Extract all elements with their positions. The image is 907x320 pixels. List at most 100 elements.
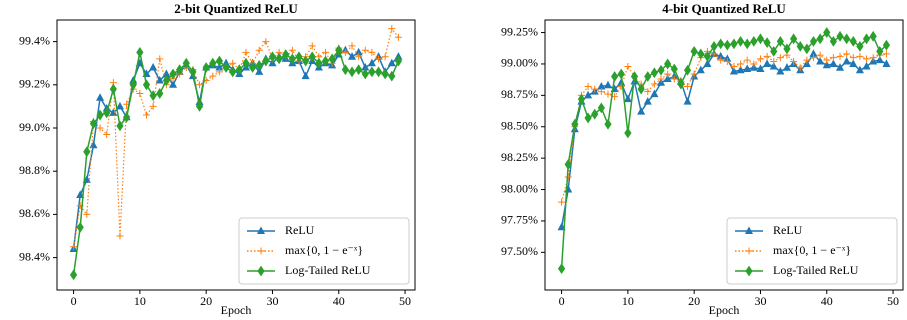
legend-marker <box>745 265 753 277</box>
marker <box>677 78 685 90</box>
x-tick-label: 30 <box>266 294 278 308</box>
marker <box>710 40 718 52</box>
marker <box>116 120 124 132</box>
marker <box>388 70 396 82</box>
marker <box>882 50 890 58</box>
legend-marker <box>745 247 753 255</box>
marker <box>736 35 745 47</box>
marker <box>750 35 758 47</box>
marker <box>849 35 857 47</box>
marker <box>723 39 731 51</box>
marker <box>116 232 124 240</box>
marker <box>347 52 357 60</box>
legend-marker <box>257 265 265 277</box>
marker <box>670 63 678 75</box>
marker <box>803 43 811 55</box>
marker <box>876 45 884 57</box>
marker <box>696 65 705 74</box>
marker <box>196 81 204 89</box>
y-tick-label: 97.50% <box>501 244 538 258</box>
x-axis-label: Epoch <box>709 303 740 317</box>
marker <box>836 52 844 60</box>
marker <box>862 33 871 45</box>
marker <box>394 55 403 67</box>
marker <box>843 50 851 58</box>
marker <box>750 60 758 68</box>
y-tick-label: 99.2% <box>19 77 50 91</box>
marker <box>591 108 599 120</box>
marker <box>262 55 270 67</box>
marker <box>664 70 672 78</box>
marker <box>209 72 217 80</box>
marker <box>268 51 277 63</box>
marker <box>302 55 310 67</box>
marker <box>255 59 263 71</box>
marker <box>295 51 303 63</box>
marker <box>368 48 376 56</box>
marker <box>76 221 84 233</box>
marker <box>229 66 237 78</box>
marker <box>136 89 144 97</box>
marker <box>275 53 283 65</box>
marker <box>388 25 396 33</box>
legend-label: max{0, 1 − e⁻ˣ} <box>773 243 851 257</box>
marker <box>268 58 277 67</box>
x-tick-label: 20 <box>688 294 700 308</box>
legend-marker <box>744 226 754 234</box>
marker <box>663 74 672 83</box>
marker <box>557 263 566 275</box>
marker <box>657 75 665 83</box>
marker <box>82 175 91 183</box>
marker <box>142 79 151 91</box>
marker <box>796 64 804 72</box>
marker <box>149 90 157 102</box>
y-tick-label: 98.6% <box>19 206 50 220</box>
marker <box>361 46 369 54</box>
marker <box>262 38 270 46</box>
marker <box>321 55 330 67</box>
marker <box>96 109 104 121</box>
marker <box>109 83 117 95</box>
marker <box>182 57 190 69</box>
marker <box>381 68 389 80</box>
marker <box>617 68 625 80</box>
marker <box>242 48 250 56</box>
legend-label: ReLU <box>773 223 803 237</box>
marker <box>322 48 329 56</box>
marker <box>809 35 818 47</box>
marker <box>255 67 264 75</box>
marker <box>683 64 692 76</box>
marker <box>869 30 877 42</box>
marker <box>123 111 131 123</box>
marker <box>875 55 884 64</box>
marker <box>235 64 243 76</box>
marker <box>355 53 363 61</box>
marker <box>856 52 864 60</box>
marker <box>242 57 250 69</box>
marker <box>103 107 111 119</box>
marker <box>603 80 613 89</box>
series-line <box>560 52 887 228</box>
marker <box>558 198 566 206</box>
legend-label: ReLU <box>285 223 315 237</box>
marker <box>136 46 144 58</box>
marker <box>89 118 98 130</box>
marker <box>335 44 343 56</box>
marker <box>823 27 831 38</box>
marker <box>743 64 752 72</box>
marker <box>394 33 402 41</box>
legend-box <box>726 217 898 285</box>
marker <box>829 35 837 47</box>
marker <box>202 62 210 73</box>
marker <box>816 51 824 59</box>
marker <box>684 83 692 91</box>
marker <box>882 59 891 67</box>
marker <box>169 68 177 80</box>
marker <box>657 64 665 76</box>
x-tick-label: 10 <box>134 294 146 308</box>
marker <box>770 45 778 57</box>
y-tick-label: 98.75% <box>501 87 538 101</box>
legend-label: max{0, 1 − e⁻ˣ} <box>285 243 363 257</box>
